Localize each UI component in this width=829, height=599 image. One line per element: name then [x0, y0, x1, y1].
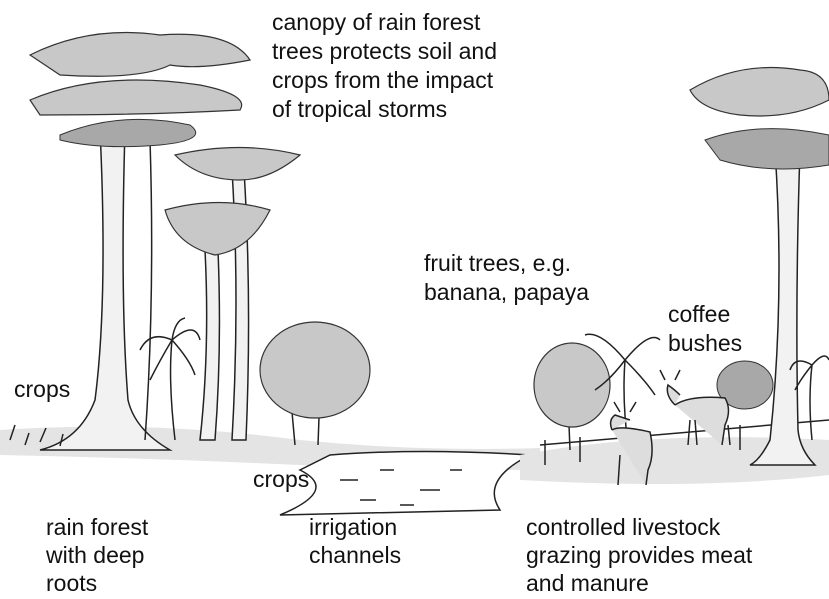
tree-crown: [259, 321, 371, 419]
horns: [659, 369, 681, 381]
river: [279, 450, 533, 516]
canopy: [704, 128, 829, 170]
label-line: channels: [309, 542, 401, 568]
labels: canopy of rain forest trees protects soil…: [14, 9, 753, 596]
canopy: [173, 146, 302, 181]
label-line: bushes: [668, 330, 742, 356]
cow: [609, 414, 653, 486]
label-line: coffee: [668, 301, 730, 327]
palm-fronds: [584, 333, 661, 396]
label-line: and manure: [526, 570, 649, 596]
fence: [539, 419, 829, 465]
label-line: banana, papaya: [424, 279, 589, 305]
label-line: trees protects soil and: [272, 38, 497, 64]
label-line: with deep: [45, 542, 144, 568]
palm-fronds: [139, 317, 201, 381]
label-line: crops: [253, 466, 309, 492]
illustration: [0, 31, 829, 516]
label-line: canopy of rain forest: [272, 9, 481, 35]
palm: [809, 364, 813, 441]
palm: [169, 339, 176, 441]
label-line: roots: [46, 570, 97, 596]
label-line: controlled livestock: [526, 514, 721, 540]
canopy: [689, 66, 829, 117]
label-line: of tropical storms: [272, 96, 447, 122]
trunk: [749, 149, 817, 466]
trunk: [199, 249, 221, 441]
crops: [9, 424, 64, 447]
canopy: [29, 79, 243, 116]
cow: [666, 383, 731, 446]
horns: [613, 401, 637, 413]
coffee-bush: [716, 360, 774, 410]
palm-fronds: [789, 355, 829, 391]
canopy: [28, 31, 251, 77]
trunk: [144, 139, 153, 441]
label-line: fruit trees, e.g.: [424, 250, 571, 276]
ground: [520, 437, 829, 484]
label-line: rain forest: [46, 514, 149, 540]
canopy: [164, 201, 271, 256]
canopy: [59, 118, 197, 148]
label-line: crops from the impact: [272, 67, 494, 93]
label-line: grazing provides meat: [526, 542, 753, 568]
river-ripples: [340, 469, 462, 506]
label-line: irrigation: [309, 514, 397, 540]
trunk: [39, 129, 173, 451]
tree-crown: [533, 342, 611, 428]
label-line: crops: [14, 376, 70, 402]
